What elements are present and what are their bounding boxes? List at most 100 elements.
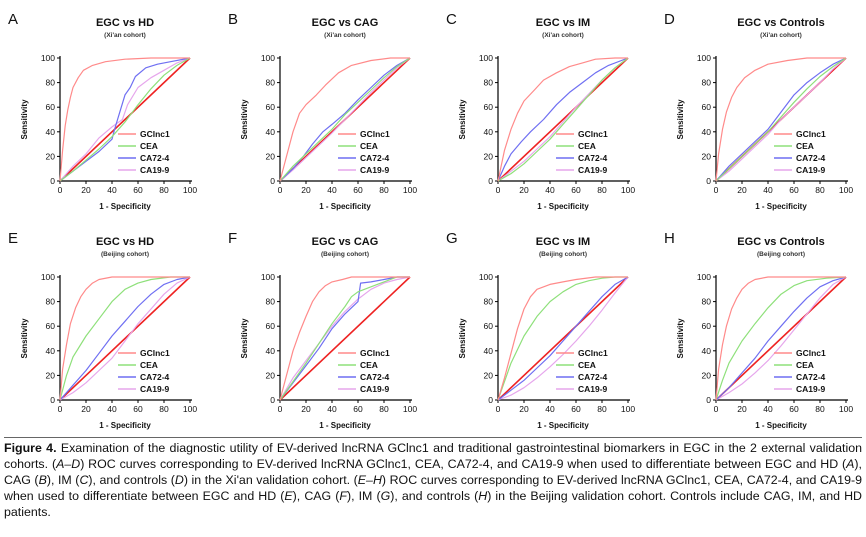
x-tick-label-E: 20: [81, 404, 91, 414]
x-tick-label-H: 40: [763, 404, 773, 414]
legend-label-ca19-9-H: CA19-9: [796, 384, 826, 394]
series-line-cea-C: [497, 57, 629, 182]
legend-label-ca72-4-A: CA72-4: [140, 153, 170, 163]
series-line-gclnc1-H: [715, 276, 846, 401]
series-line-ca72-4-D: [715, 57, 847, 182]
y-tick-label-C: 0: [488, 176, 493, 186]
series-line-ca72-4-A: [59, 57, 191, 182]
y-tick-label-G: 0: [488, 395, 493, 405]
legend-label-ca72-4-E: CA72-4: [140, 372, 170, 382]
x-tick-label-G: 20: [519, 404, 529, 414]
x-tick-label-H: 20: [737, 404, 747, 414]
x-tick-label-E: 80: [159, 404, 169, 414]
caption-text: ), CAG (: [292, 489, 340, 503]
panel-subtitle-E: (Beijing cohort): [101, 251, 149, 258]
panel-title-C: EGC vs IM: [536, 17, 590, 29]
x-axis-label-C: 1 - Specificity: [537, 202, 589, 211]
caption-ref: E–H: [357, 473, 382, 487]
series-line-ca72-4-G: [497, 276, 629, 401]
series-line-ca19-9-E: [59, 276, 191, 401]
panel-letter-C: C: [446, 11, 457, 28]
legend-label-gclnc1-A: GClnc1: [140, 129, 170, 139]
caption-ref: D: [174, 473, 184, 487]
caption-text: ) ROC curves corresponding to EV-derived…: [4, 473, 862, 503]
x-tick-label-C: 100: [621, 185, 635, 195]
y-tick-label-G: 80: [484, 297, 494, 307]
y-axis-label-G: Sensitivity: [458, 318, 467, 359]
legend-label-gclnc1-F: GClnc1: [360, 348, 390, 358]
y-tick-label-A: 40: [46, 127, 56, 137]
y-tick-label-A: 100: [41, 53, 55, 63]
reference-line-H: [715, 276, 847, 401]
x-tick-label-A: 60: [133, 185, 143, 195]
y-tick-label-E: 100: [41, 272, 55, 282]
series-line-ca19-9-F: [279, 276, 411, 401]
y-tick-label-F: 80: [266, 297, 276, 307]
caption-ref: F: [339, 489, 347, 503]
x-tick-label-G: 40: [545, 404, 555, 414]
caption-ref: A: [846, 457, 855, 471]
legend-label-cea-C: CEA: [578, 141, 596, 151]
series-line-gclnc1-C: [497, 57, 628, 182]
y-tick-label-D: 100: [697, 53, 711, 63]
series-line-cea-A: [59, 57, 191, 182]
caption-label: Figure 4.: [4, 441, 57, 455]
legend-label-cea-G: CEA: [578, 360, 596, 370]
x-axis-label-G: 1 - Specificity: [537, 421, 589, 430]
x-tick-label-F: 0: [278, 404, 283, 414]
caption-text: ), and controls (: [390, 489, 479, 503]
x-tick-label-C: 20: [519, 185, 529, 195]
caption-ref: G: [380, 489, 391, 503]
y-axis-label-A: Sensitivity: [20, 99, 29, 140]
x-tick-label-A: 20: [81, 185, 91, 195]
legend-label-ca72-4-B: CA72-4: [360, 153, 390, 163]
y-tick-label-F: 20: [266, 370, 276, 380]
y-tick-label-B: 100: [261, 53, 275, 63]
series-line-cea-F: [279, 276, 410, 401]
series-line-cea-G: [497, 276, 628, 401]
caption-ref: E: [284, 489, 293, 503]
y-tick-label-G: 40: [484, 346, 494, 356]
x-tick-label-B: 40: [327, 185, 337, 195]
x-tick-label-C: 0: [496, 185, 501, 195]
y-tick-label-H: 100: [697, 272, 711, 282]
y-axis-label-C: Sensitivity: [458, 99, 467, 140]
legend-label-cea-A: CEA: [140, 141, 158, 151]
panel-subtitle-C: (Xi'an cohort): [542, 32, 584, 39]
series-line-ca19-9-G: [497, 276, 629, 401]
y-axis-label-E: Sensitivity: [20, 318, 29, 359]
x-tick-label-D: 40: [763, 185, 773, 195]
legend-label-gclnc1-H: GClnc1: [796, 348, 826, 358]
x-tick-label-D: 0: [714, 185, 719, 195]
x-tick-label-D: 100: [839, 185, 853, 195]
x-tick-label-H: 100: [839, 404, 853, 414]
x-tick-label-B: 60: [353, 185, 363, 195]
reference-line-C: [497, 57, 629, 182]
series-line-ca72-4-F: [279, 276, 410, 401]
panel-letter-A: A: [8, 11, 18, 28]
series-line-ca72-4-H: [715, 276, 847, 401]
panel-letter-G: G: [446, 230, 458, 247]
x-tick-label-H: 60: [789, 404, 799, 414]
x-tick-label-D: 60: [789, 185, 799, 195]
series-line-cea-D: [715, 57, 847, 182]
legend-label-ca19-9-B: CA19-9: [360, 165, 390, 175]
y-tick-label-H: 40: [702, 346, 712, 356]
y-axis-label-D: Sensitivity: [676, 99, 685, 140]
y-axis-label-F: Sensitivity: [240, 318, 249, 359]
y-tick-label-F: 40: [266, 346, 276, 356]
y-tick-label-F: 100: [261, 272, 275, 282]
panel-title-B: EGC vs CAG: [312, 17, 379, 29]
legend-label-cea-F: CEA: [360, 360, 378, 370]
legend-label-ca19-9-C: CA19-9: [578, 165, 608, 175]
caption-text: ), CAG (: [4, 457, 862, 487]
y-tick-label-H: 80: [702, 297, 712, 307]
legend-label-ca72-4-C: CA72-4: [578, 153, 608, 163]
y-tick-label-G: 60: [484, 321, 494, 331]
x-tick-label-E: 100: [183, 404, 197, 414]
panel-title-G: EGC vs IM: [536, 236, 590, 248]
y-axis-label-H: Sensitivity: [676, 318, 685, 359]
x-tick-label-B: 20: [301, 185, 311, 195]
panel-subtitle-G: (Beijing cohort): [539, 251, 587, 258]
